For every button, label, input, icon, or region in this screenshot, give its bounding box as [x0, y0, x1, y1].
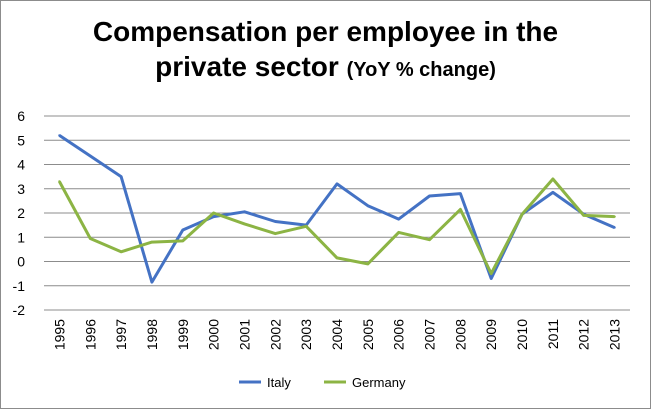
x-tick-label: 2001	[236, 319, 252, 350]
data-point	[274, 232, 277, 235]
x-tick-label: 2003	[298, 319, 314, 350]
data-point	[181, 239, 184, 243]
data-point	[119, 250, 123, 253]
data-point	[490, 272, 493, 275]
x-tick-label: 2009	[483, 319, 499, 350]
data-point	[58, 134, 61, 137]
data-point	[89, 154, 92, 158]
data-point	[335, 256, 339, 260]
legend: Italy Germany	[239, 375, 406, 390]
data-point	[428, 238, 431, 241]
x-tick-label: 2011	[545, 319, 561, 349]
y-axis-ticks: 6 5 4 3 2 1 0 -1 -2	[13, 108, 26, 318]
x-tick-label: 2010	[514, 319, 530, 350]
series-line	[58, 177, 615, 276]
x-tick-label: 1997	[113, 319, 129, 350]
legend-label: Italy	[267, 375, 291, 390]
y-tick-label: -1	[13, 278, 26, 294]
x-tick-label: 2007	[422, 319, 438, 350]
data-point	[366, 204, 370, 207]
y-tick-label: 4	[17, 157, 25, 173]
legend-item: Italy	[239, 375, 291, 390]
chart-title: Compensation per employee in the private…	[1, 15, 650, 88]
series-germany	[58, 177, 616, 276]
chart-title-line2: private sector	[155, 51, 339, 82]
data-point	[551, 191, 555, 194]
data-point	[212, 215, 215, 218]
data-point	[243, 210, 246, 213]
series-line	[58, 134, 616, 284]
x-tick-label: 2006	[391, 319, 407, 350]
data-point	[397, 217, 400, 221]
x-tick-label: 2005	[360, 319, 376, 350]
data-point	[613, 215, 616, 218]
data-point	[490, 277, 493, 280]
x-tick-label: 2008	[452, 319, 468, 350]
y-tick-label: 1	[17, 229, 25, 245]
x-tick-label: 2004	[329, 319, 345, 350]
x-tick-label: 2012	[576, 319, 592, 350]
x-axis-ticks: 1995 1996 1997 1998 1999 2000 2001 2002 2003 2004…	[51, 319, 622, 350]
x-tick-label: 1996	[82, 319, 98, 350]
y-tick-label: 0	[17, 254, 25, 270]
data-point	[150, 240, 154, 244]
data-point	[582, 214, 585, 217]
y-tick-label: -2	[13, 302, 26, 318]
data-point	[181, 228, 184, 232]
data-point	[304, 225, 308, 228]
data-point	[212, 211, 215, 215]
data-point	[335, 182, 339, 186]
data-point	[551, 177, 555, 181]
x-tick-label: 2000	[206, 319, 222, 350]
y-tick-label: 3	[17, 181, 25, 197]
y-tick-label: 2	[17, 205, 25, 221]
data-point	[119, 175, 123, 178]
y-tick-label: 6	[17, 108, 25, 124]
data-point	[150, 280, 154, 284]
data-point	[613, 226, 616, 229]
y-tick-label: 5	[17, 132, 25, 148]
chart-title-suffix: (YoY % change)	[346, 59, 496, 81]
gridlines	[44, 115, 630, 311]
data-point	[520, 213, 524, 216]
x-tick-label: 1995	[51, 319, 67, 350]
data-point	[397, 231, 400, 234]
data-point	[243, 222, 246, 226]
data-point	[89, 237, 92, 240]
x-tick-label: 2002	[267, 319, 283, 350]
data-point	[274, 220, 277, 223]
legend-item: Germany	[324, 375, 406, 390]
series-italy	[58, 134, 616, 284]
x-tick-label: 2013	[607, 319, 623, 350]
data-point	[58, 180, 61, 183]
data-point	[459, 208, 462, 211]
series-lines	[58, 134, 616, 284]
data-point	[459, 192, 462, 195]
data-point	[428, 194, 431, 198]
chart-title-line1: Compensation per employee in the	[92, 16, 559, 47]
x-tick-label: 1998	[144, 319, 160, 350]
legend-label: Germany	[352, 375, 406, 390]
x-tick-label: 1999	[175, 319, 191, 350]
data-point	[366, 262, 370, 266]
